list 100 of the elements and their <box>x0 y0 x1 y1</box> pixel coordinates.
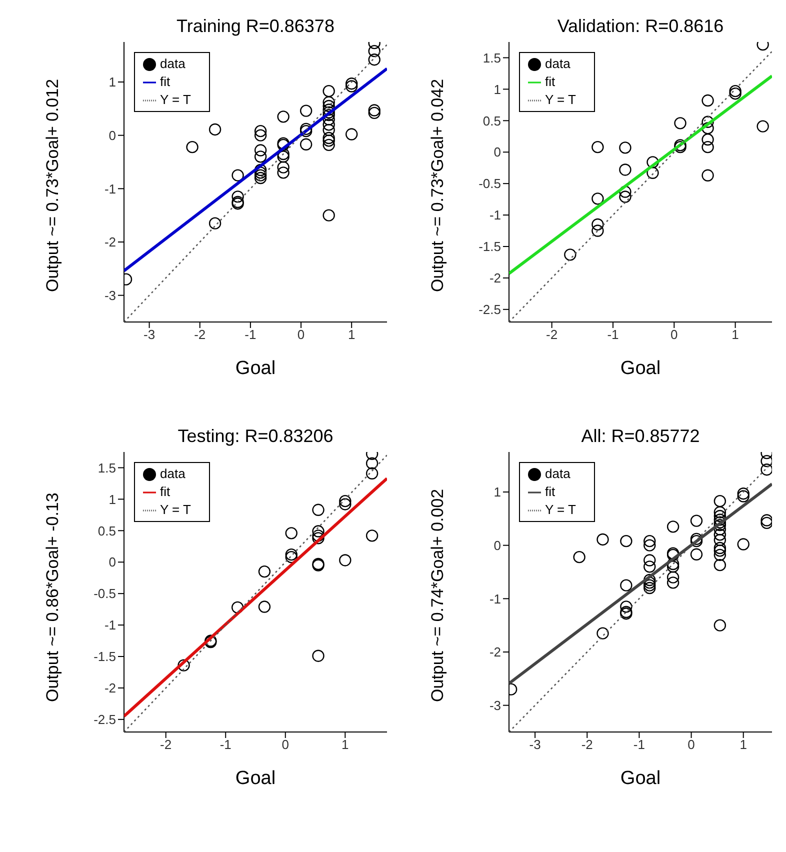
point <box>254 150 267 163</box>
point <box>666 576 680 589</box>
point <box>285 527 298 540</box>
point <box>322 100 335 112</box>
y-tick-label: 1.5 <box>482 50 501 66</box>
y-tick-label: -0.5 <box>94 586 116 602</box>
y-tick-label: 1 <box>494 484 501 500</box>
legend-label: fit <box>545 74 556 89</box>
point <box>714 518 726 532</box>
point <box>644 574 656 586</box>
point <box>592 224 604 237</box>
y-tick-label: 1 <box>108 492 116 507</box>
x-tick-label: -2 <box>194 327 206 342</box>
point <box>596 627 609 640</box>
point <box>620 600 632 613</box>
point <box>322 209 335 222</box>
x-axis-title: Goal <box>235 768 276 789</box>
point <box>644 539 656 552</box>
point <box>254 172 267 184</box>
point <box>702 169 714 182</box>
y-tick-label: 1 <box>108 74 116 90</box>
y-tick-label: 0 <box>494 144 501 160</box>
point <box>254 144 267 156</box>
x-axis-title: Goal <box>235 358 276 379</box>
point <box>322 96 335 108</box>
point <box>339 554 352 566</box>
x-tick-label: 1 <box>348 327 356 342</box>
point <box>714 548 726 562</box>
point <box>277 150 290 163</box>
point <box>312 504 324 516</box>
point <box>714 534 726 546</box>
point <box>737 488 750 500</box>
point <box>737 538 750 550</box>
point <box>714 619 726 632</box>
y-tick-label: -1 <box>489 208 501 223</box>
point <box>368 104 380 116</box>
x-tick-label: -3 <box>529 737 541 752</box>
point <box>322 124 335 136</box>
point <box>644 534 656 548</box>
point <box>620 579 632 592</box>
legend-label: data <box>160 466 186 481</box>
x-tick-label: -2 <box>160 737 172 752</box>
point <box>714 542 726 554</box>
legend-label: fit <box>545 484 556 499</box>
x-tick-label: 0 <box>282 737 290 752</box>
point <box>666 571 680 584</box>
point <box>285 550 298 564</box>
y-tick-label: -0.5 <box>478 176 501 192</box>
point <box>322 84 335 98</box>
legend-label: data <box>160 56 186 71</box>
x-tick-label: 0 <box>670 327 678 342</box>
point <box>366 467 378 480</box>
chart-title: Validation: R=0.8616 <box>556 16 725 37</box>
point <box>366 457 378 470</box>
point <box>339 494 352 508</box>
point <box>644 554 656 566</box>
x-tick-label: -1 <box>244 327 256 342</box>
chart-title: All: R=0.85772 <box>580 426 701 447</box>
point <box>322 138 335 152</box>
point <box>702 94 714 107</box>
y-axis-title: Output ~= 0.73*Goal+ 0.042 <box>428 78 448 292</box>
point <box>345 78 358 90</box>
x-tick-label: -2 <box>581 737 593 752</box>
point <box>312 525 324 538</box>
point <box>339 498 352 510</box>
point <box>345 80 358 92</box>
x-tick-label: 1 <box>732 327 739 342</box>
point <box>619 164 632 176</box>
y-tick-label: -1 <box>104 181 116 196</box>
point <box>232 169 244 182</box>
point <box>208 217 222 230</box>
x-tick-label: 1 <box>740 737 747 752</box>
point <box>644 560 656 573</box>
point <box>760 464 772 476</box>
legend-label: Y = T <box>545 92 576 107</box>
point <box>254 169 267 182</box>
point <box>729 87 742 100</box>
y-tick-label: -1 <box>489 591 501 606</box>
point <box>729 84 742 98</box>
point <box>345 128 358 140</box>
point <box>258 600 271 613</box>
x-tick-label: -3 <box>144 327 156 342</box>
point <box>592 218 604 231</box>
point <box>702 140 714 154</box>
point <box>760 516 772 530</box>
y-tick-label: -2 <box>104 680 116 696</box>
point <box>666 560 680 573</box>
y-tick-label: -1.5 <box>94 649 116 664</box>
point <box>178 659 190 672</box>
point <box>646 156 659 168</box>
point <box>714 510 726 522</box>
point <box>646 166 659 179</box>
y-tick-label: -2.5 <box>94 712 116 728</box>
point <box>620 534 632 548</box>
point <box>737 490 750 502</box>
point <box>756 120 769 132</box>
point <box>285 548 298 561</box>
point <box>592 192 604 205</box>
point <box>666 520 680 533</box>
point <box>714 558 726 572</box>
